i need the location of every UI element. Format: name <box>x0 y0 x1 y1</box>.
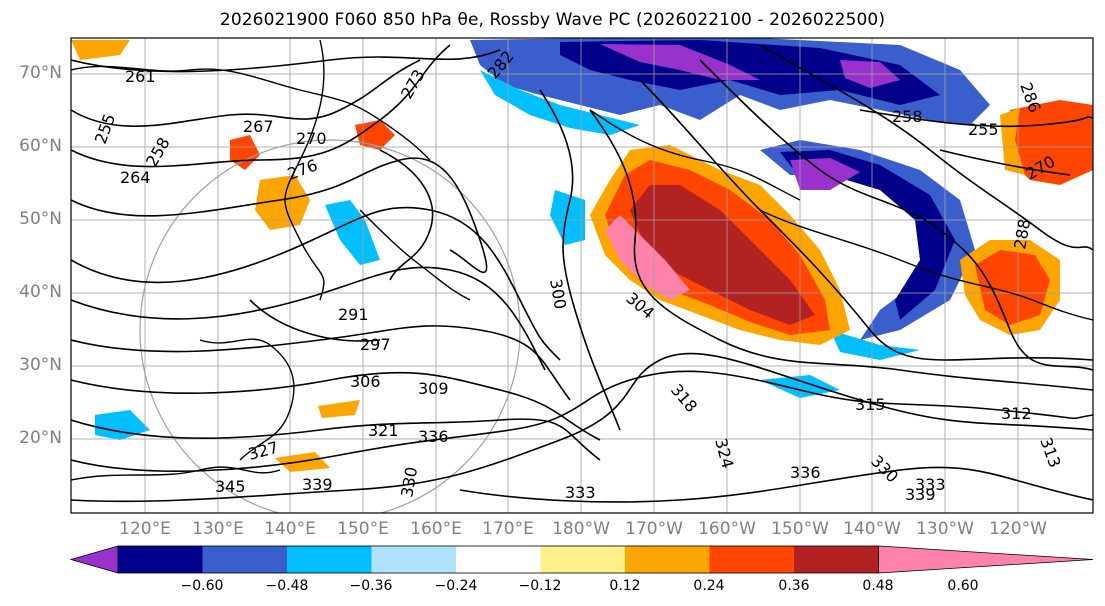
colorbar-frame <box>117 545 879 574</box>
shade-pos-asia2 <box>255 175 310 230</box>
colorbar-cell <box>625 546 710 573</box>
contour-label: 333 <box>915 475 946 494</box>
colorbar-tick: −0.60 <box>180 578 224 594</box>
colorbar-tick: 0.48 <box>862 578 894 594</box>
colorbar-tick: −0.48 <box>265 578 309 594</box>
colorbar <box>69 545 1094 574</box>
contour-label: 291 <box>338 305 369 324</box>
shade-pos-asia3 <box>355 120 395 150</box>
contour-label: 333 <box>565 483 596 502</box>
shade-cyan-north <box>480 70 640 135</box>
lon-label-120w: 120°W <box>989 519 1047 539</box>
contour-label: 255 <box>968 120 999 139</box>
lon-label-130w: 130°W <box>916 519 974 539</box>
colorbar-cell <box>709 546 795 573</box>
colorbar-tick: −0.12 <box>518 578 562 594</box>
contour-label: 306 <box>350 372 381 391</box>
graticule <box>71 38 1093 513</box>
contour-layer <box>71 44 1093 503</box>
map-panel: 261 255 258 264 267 270 273 282 276 291 … <box>70 37 1094 514</box>
shade-navy-goa <box>780 150 955 320</box>
colorbar-extend-max <box>878 545 1094 574</box>
lon-label-130e: 130°E <box>192 519 244 539</box>
shade-pink-wave <box>605 215 690 300</box>
shade-pos-ne-orange <box>1000 108 1025 175</box>
lon-label-180w: 180°W <box>552 519 610 539</box>
contour-label: 264 <box>120 168 151 187</box>
lat-label-50n: 50°N <box>19 209 62 229</box>
contour-label: 261 <box>125 67 156 86</box>
colorbar-tick: 0.60 <box>947 578 979 594</box>
lat-label-30n: 30°N <box>19 355 62 375</box>
lat-label-40n: 40°N <box>19 282 62 302</box>
contour-label: 345 <box>215 477 246 496</box>
contour-label: 336 <box>790 463 821 482</box>
coastline-layer <box>71 39 1093 481</box>
lat-label-60n: 60°N <box>19 136 62 156</box>
shade-orange-nw <box>71 40 130 60</box>
colorbar-cell <box>202 546 288 573</box>
contour-label: 321 <box>368 421 399 440</box>
shade-orange-low2 <box>318 400 360 418</box>
lon-label-140w: 140°W <box>843 519 901 539</box>
contour-label: 339 <box>905 485 936 504</box>
contour-label: 267 <box>243 117 274 136</box>
colorbar-extend-min <box>69 545 119 574</box>
lon-label-170w: 170°W <box>625 519 683 539</box>
map-frame <box>70 37 1094 514</box>
colorbar-tick: 0.36 <box>778 578 810 594</box>
lon-label-150e: 150°E <box>337 519 389 539</box>
contour-label: 309 <box>418 379 449 398</box>
contour-label: 312 <box>1001 404 1032 423</box>
contour-label: 270 <box>296 129 327 148</box>
lon-label-170e: 170°E <box>482 519 534 539</box>
colorbar-cell <box>118 546 203 573</box>
colorbar-cell <box>371 546 457 573</box>
lon-label-160e: 160°E <box>410 519 462 539</box>
lon-label-160w: 160°W <box>698 519 756 539</box>
title-bar: 2026021900 F060 850 hPa θe, Rossby Wave … <box>0 0 1105 36</box>
colorbar-tick: 0.24 <box>693 578 725 594</box>
colorbar-cell <box>456 546 541 573</box>
contour-label: 336 <box>418 427 449 446</box>
colorbar-tick: −0.24 <box>434 578 478 594</box>
shade-cyan-mid <box>550 190 585 245</box>
contour-label: 315 <box>855 395 886 414</box>
colorbar-cell <box>794 546 879 573</box>
lat-label-70n: 70°N <box>19 63 62 83</box>
map-title: 2026021900 F060 850 hPa θe, Rossby Wave … <box>219 10 886 30</box>
colorbar-tick: −0.36 <box>349 578 393 594</box>
contour-label: 297 <box>360 335 391 354</box>
shade-purple-north <box>600 44 760 80</box>
lon-label-150w: 150°W <box>771 519 829 539</box>
lat-label-20n: 20°N <box>19 428 62 448</box>
range-ring <box>139 139 521 513</box>
contour-label: 339 <box>302 475 333 494</box>
lon-label-120e: 120°E <box>119 519 171 539</box>
colorbar-cell <box>287 546 372 573</box>
contour-label: 258 <box>892 107 923 126</box>
lon-label-140e: 140°E <box>264 519 316 539</box>
shade-cyan-asia <box>325 200 380 265</box>
colorbar-tick: 0.12 <box>609 578 641 594</box>
shade-cyan-low <box>95 410 150 440</box>
shade-red-east <box>975 250 1050 325</box>
colorbar-cell <box>540 546 626 573</box>
